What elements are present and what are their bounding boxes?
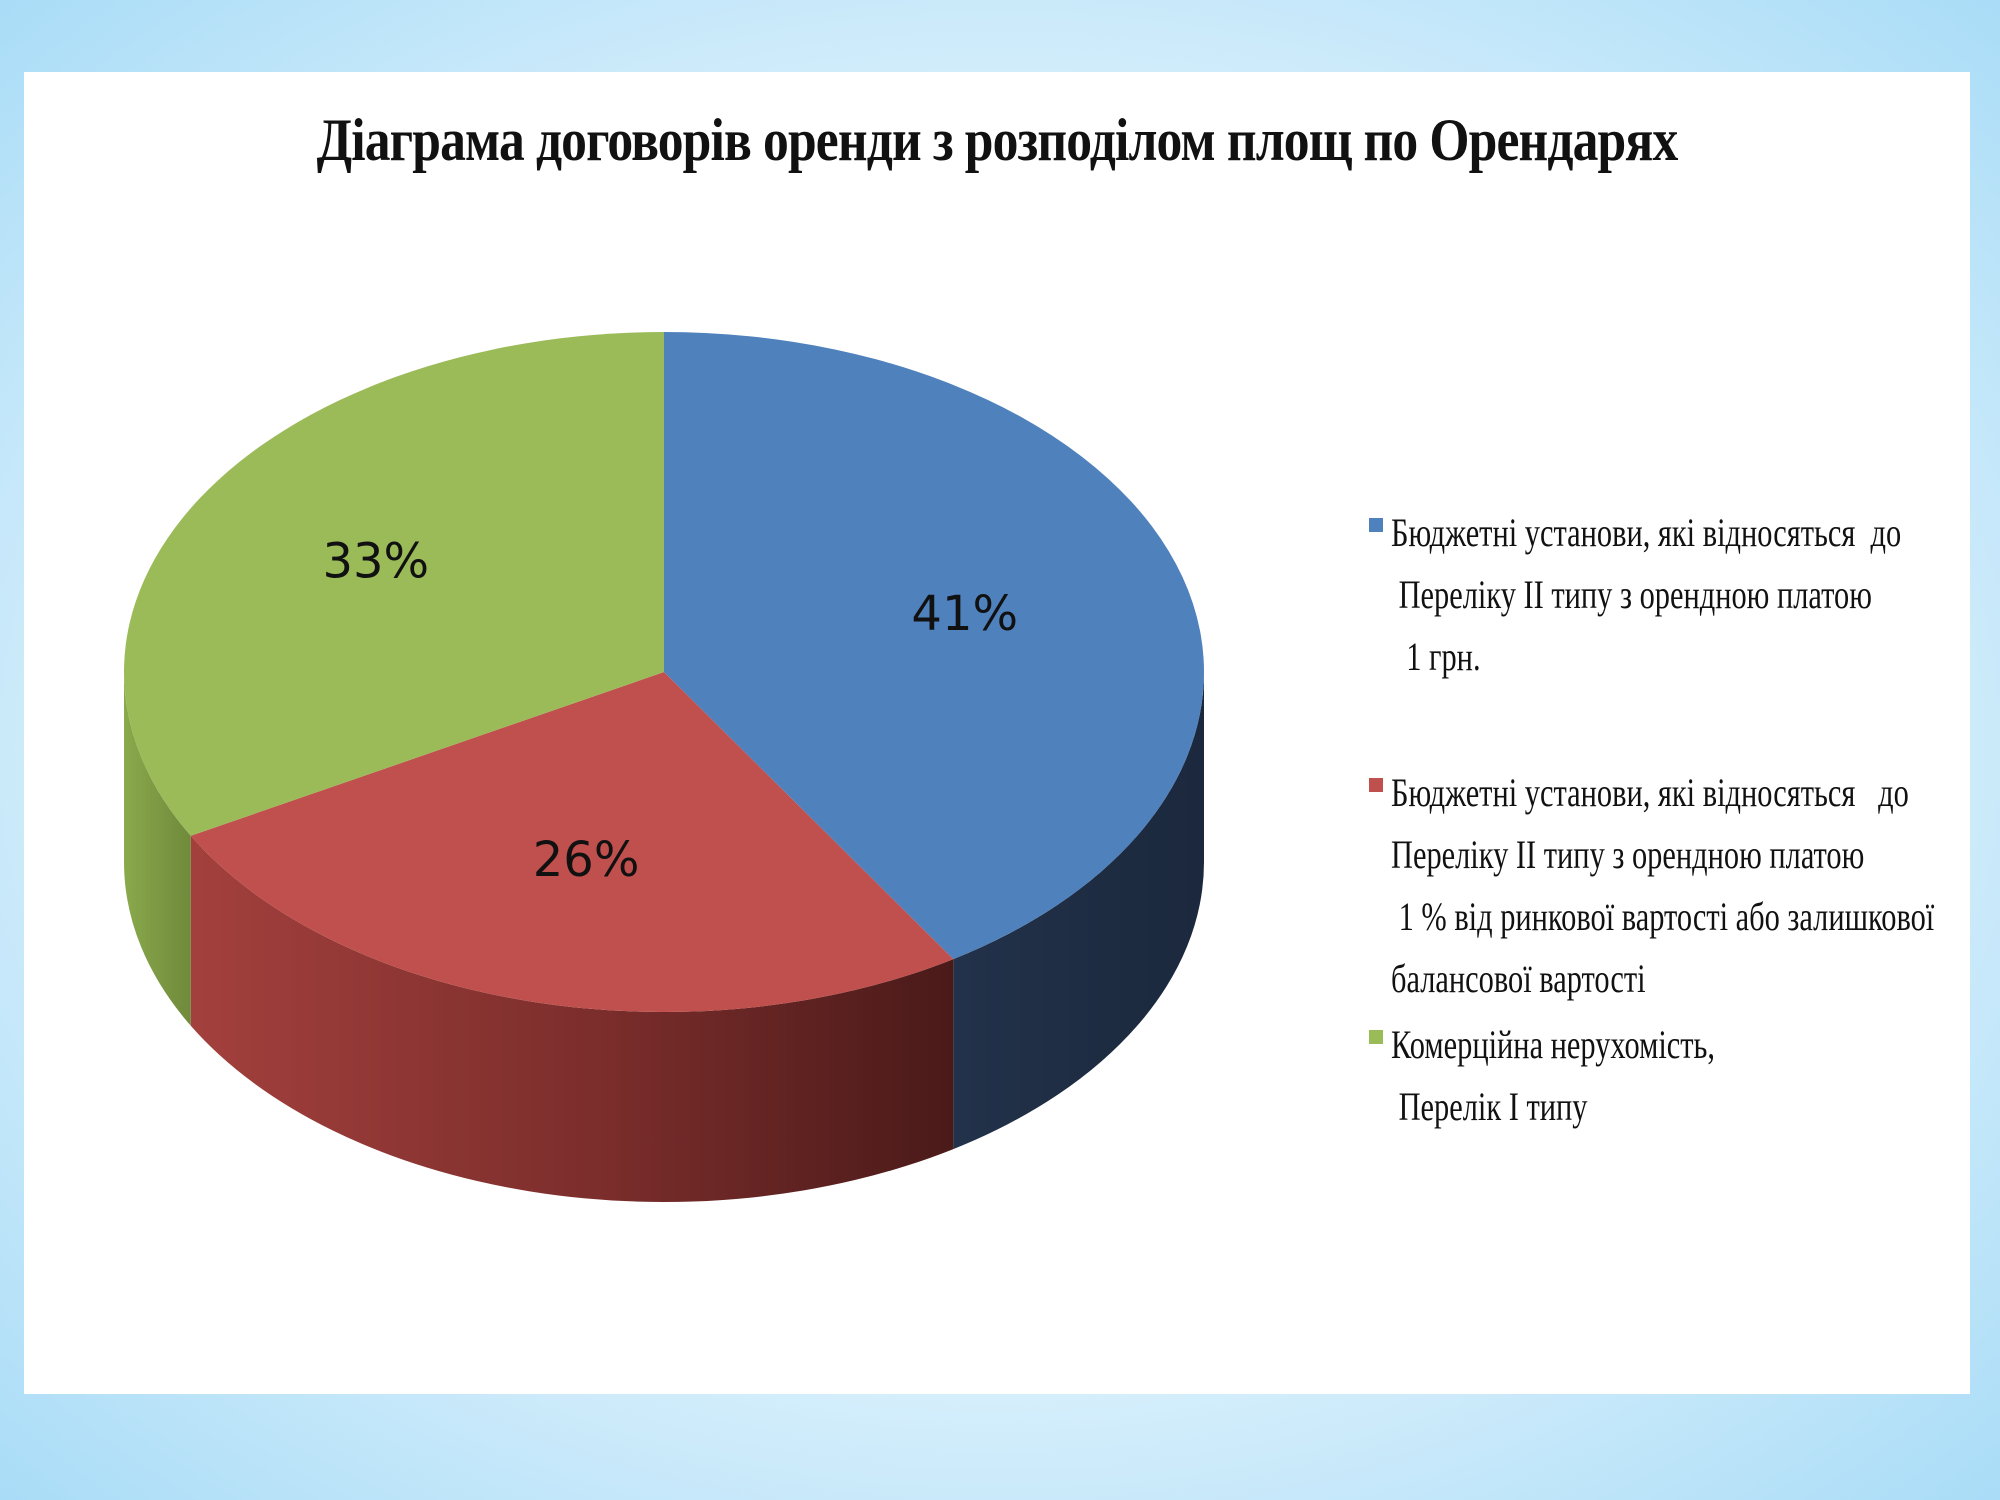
- legend-swatch-blue: [1369, 518, 1383, 532]
- legend-item-commercial: Комерційна нерухомість, Перелік І типу: [1369, 1014, 1817, 1138]
- pie-labels: 41% 26% 33%: [322, 534, 1018, 888]
- data-label-slice-red: 26%: [533, 832, 640, 888]
- slice-green: [123, 332, 664, 836]
- slice-blue: [664, 332, 1204, 960]
- pie-chart: 41% 26% 33%: [123, 332, 1204, 1202]
- chart-title: Діаграма договорів оренди з розподілом п…: [316, 107, 1679, 173]
- legend-label: Бюджетні установи, які відносяться до Пе…: [1391, 510, 1902, 679]
- legend-swatch-red: [1369, 778, 1383, 792]
- legend-swatch-green: [1369, 1030, 1383, 1044]
- slice-red: [190, 672, 954, 1012]
- slice-red-side: [190, 835, 954, 1202]
- data-label-slice-blue: 41%: [911, 586, 1018, 642]
- legend-item-budget-1-percent: Бюджетні установи, які відносяться до Пе…: [1369, 762, 2000, 1010]
- legend-label: Бюджетні установи, які відносяться до Пе…: [1391, 770, 1935, 1001]
- legend-item-budget-1-uah: Бюджетні установи, які відносяться до Пе…: [1369, 502, 2000, 688]
- data-label-slice-green: 33%: [322, 534, 429, 590]
- slice-green-side: [124, 672, 191, 1026]
- pie-tops: [123, 332, 1204, 1012]
- slice-blue-side: [953, 672, 1204, 1150]
- slide-panel: Діаграма договорів оренди з розподілом п…: [24, 72, 1970, 1394]
- legend-label: Комерційна нерухомість, Перелік І типу: [1391, 1022, 1716, 1129]
- pie-sides: [124, 672, 1204, 1202]
